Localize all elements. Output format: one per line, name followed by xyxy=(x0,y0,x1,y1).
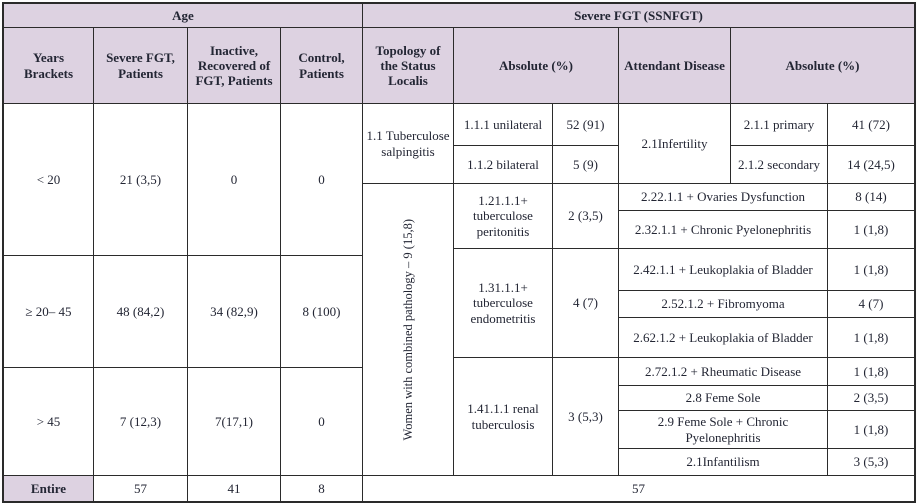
attendant-value-primary: 41 (72) xyxy=(828,104,914,146)
attendant-row-ovaries-dysfunction: 2.22.1.1 + Ovaries Dysfunction xyxy=(619,184,828,211)
severe-total: 57 xyxy=(363,476,914,501)
topology-sub-unilateral: 1.1.1 unilateral xyxy=(454,104,553,146)
attendant-value-rheumatic-disease: 1 (1,8) xyxy=(828,358,914,386)
topology-value-bilateral: 5 (9) xyxy=(553,146,619,184)
age-row-20-45-bracket: ≥ 20– 45 xyxy=(4,256,94,368)
age-section-header: Age xyxy=(4,4,363,28)
severe-fgt-section: Severe FGT (SSNFGT) Topology of the Stat… xyxy=(363,4,914,501)
combined-pathology-text: Women with combined pathology – 9 (15,8) xyxy=(400,218,415,441)
topology-sub-bilateral: 1.1.2 bilateral xyxy=(454,146,553,184)
topology-endometritis: 1.31.1.1+ tuberculose endometritis xyxy=(454,249,553,358)
age-row-over45-bracket: > 45 xyxy=(4,368,94,476)
attendant-value-feme-sole: 2 (3,5) xyxy=(828,386,914,411)
col-header-severe-fgt-patients: Severe FGT, Patients xyxy=(94,28,188,104)
topology-peritonitis: 1.21.1.1+ tuberculose peritonitis xyxy=(454,184,553,249)
topology-value-endometritis: 4 (7) xyxy=(553,249,619,358)
age-row-entire-control: 8 xyxy=(281,476,363,501)
col-header-attendant-disease: Attendant Disease xyxy=(619,28,731,104)
attendant-value-chronic-pyelonephritis: 1 (1,8) xyxy=(828,211,914,249)
attendant-row-leukoplakia-1: 2.42.1.1 + Leukoplakia of Bladder xyxy=(619,249,828,291)
col-header-control-patients: Control, Patients xyxy=(281,28,363,104)
age-row-entire-inactive: 41 xyxy=(188,476,281,501)
attendant-sub-secondary: 2.1.2 secondary xyxy=(731,146,828,184)
col-header-absolute-1: Absolute (%) xyxy=(454,28,619,104)
col-header-inactive-recovered: Inactive, Recovered of FGT, Patients xyxy=(188,28,281,104)
combined-pathology-vertical-label: Women with combined pathology – 9 (15,8) xyxy=(363,184,454,476)
attendant-row-leukoplakia-2: 2.62.1.2 + Leukoplakia of Bladder xyxy=(619,318,828,358)
severe-section-header: Severe FGT (SSNFGT) xyxy=(363,4,914,28)
attendant-value-ovaries-dysfunction: 8 (14) xyxy=(828,184,914,211)
topology-renal: 1.41.1.1 renal tuberculosis xyxy=(454,358,553,476)
age-row-entire-label: Entire xyxy=(4,476,94,501)
topology-value-renal: 3 (5,3) xyxy=(553,358,619,476)
age-row-under20-bracket: < 20 xyxy=(4,104,94,256)
age-row-entire-severe: 57 xyxy=(94,476,188,501)
topology-value-peritonitis: 2 (3,5) xyxy=(553,184,619,249)
age-row-under20-control: 0 xyxy=(281,104,363,256)
attendant-row-rheumatic-disease: 2.72.1.2 + Rheumatic Disease xyxy=(619,358,828,386)
topology-value-unilateral: 52 (91) xyxy=(553,104,619,146)
attendant-value-fibromyoma: 4 (7) xyxy=(828,291,914,318)
age-row-20-45-severe: 48 (84,2) xyxy=(94,256,188,368)
attendant-sub-primary: 2.1.1 primary xyxy=(731,104,828,146)
attendant-value-leukoplakia-2: 1 (1,8) xyxy=(828,318,914,358)
age-row-over45-inactive: 7(17,1) xyxy=(188,368,281,476)
topology-salpingitis: 1.1 Tuberculose salpingitis xyxy=(363,104,454,184)
attendant-value-feme-sole-chronic: 1 (1,8) xyxy=(828,411,914,449)
age-row-20-45-inactive: 34 (82,9) xyxy=(188,256,281,368)
age-row-20-45-control: 8 (100) xyxy=(281,256,363,368)
attendant-infertility: 2.1Infertility xyxy=(619,104,731,184)
attendant-value-leukoplakia-1: 1 (1,8) xyxy=(828,249,914,291)
attendant-row-feme-sole: 2.8 Feme Sole xyxy=(619,386,828,411)
attendant-value-secondary: 14 (24,5) xyxy=(828,146,914,184)
col-header-years-brackets: Years Brackets xyxy=(4,28,94,104)
attendant-value-infantilism: 3 (5,3) xyxy=(828,449,914,476)
age-row-over45-severe: 7 (12,3) xyxy=(94,368,188,476)
attendant-row-infantilism: 2.1Infantilism xyxy=(619,449,828,476)
col-header-absolute-2: Absolute (%) xyxy=(731,28,914,104)
age-row-under20-severe: 21 (3,5) xyxy=(94,104,188,256)
age-section: Age Years Brackets Severe FGT, Patients … xyxy=(4,4,363,501)
col-header-topology: Topology of the Status Localis xyxy=(363,28,454,104)
attendant-row-chronic-pyelonephritis: 2.32.1.1 + Chronic Pyelonephritis xyxy=(619,211,828,249)
age-row-over45-control: 0 xyxy=(281,368,363,476)
attendant-row-fibromyoma: 2.52.1.2 + Fibromyoma xyxy=(619,291,828,318)
attendant-row-feme-sole-chronic: 2.9 Feme Sole + Chronic Pyelonephritis xyxy=(619,411,828,449)
age-row-under20-inactive: 0 xyxy=(188,104,281,256)
